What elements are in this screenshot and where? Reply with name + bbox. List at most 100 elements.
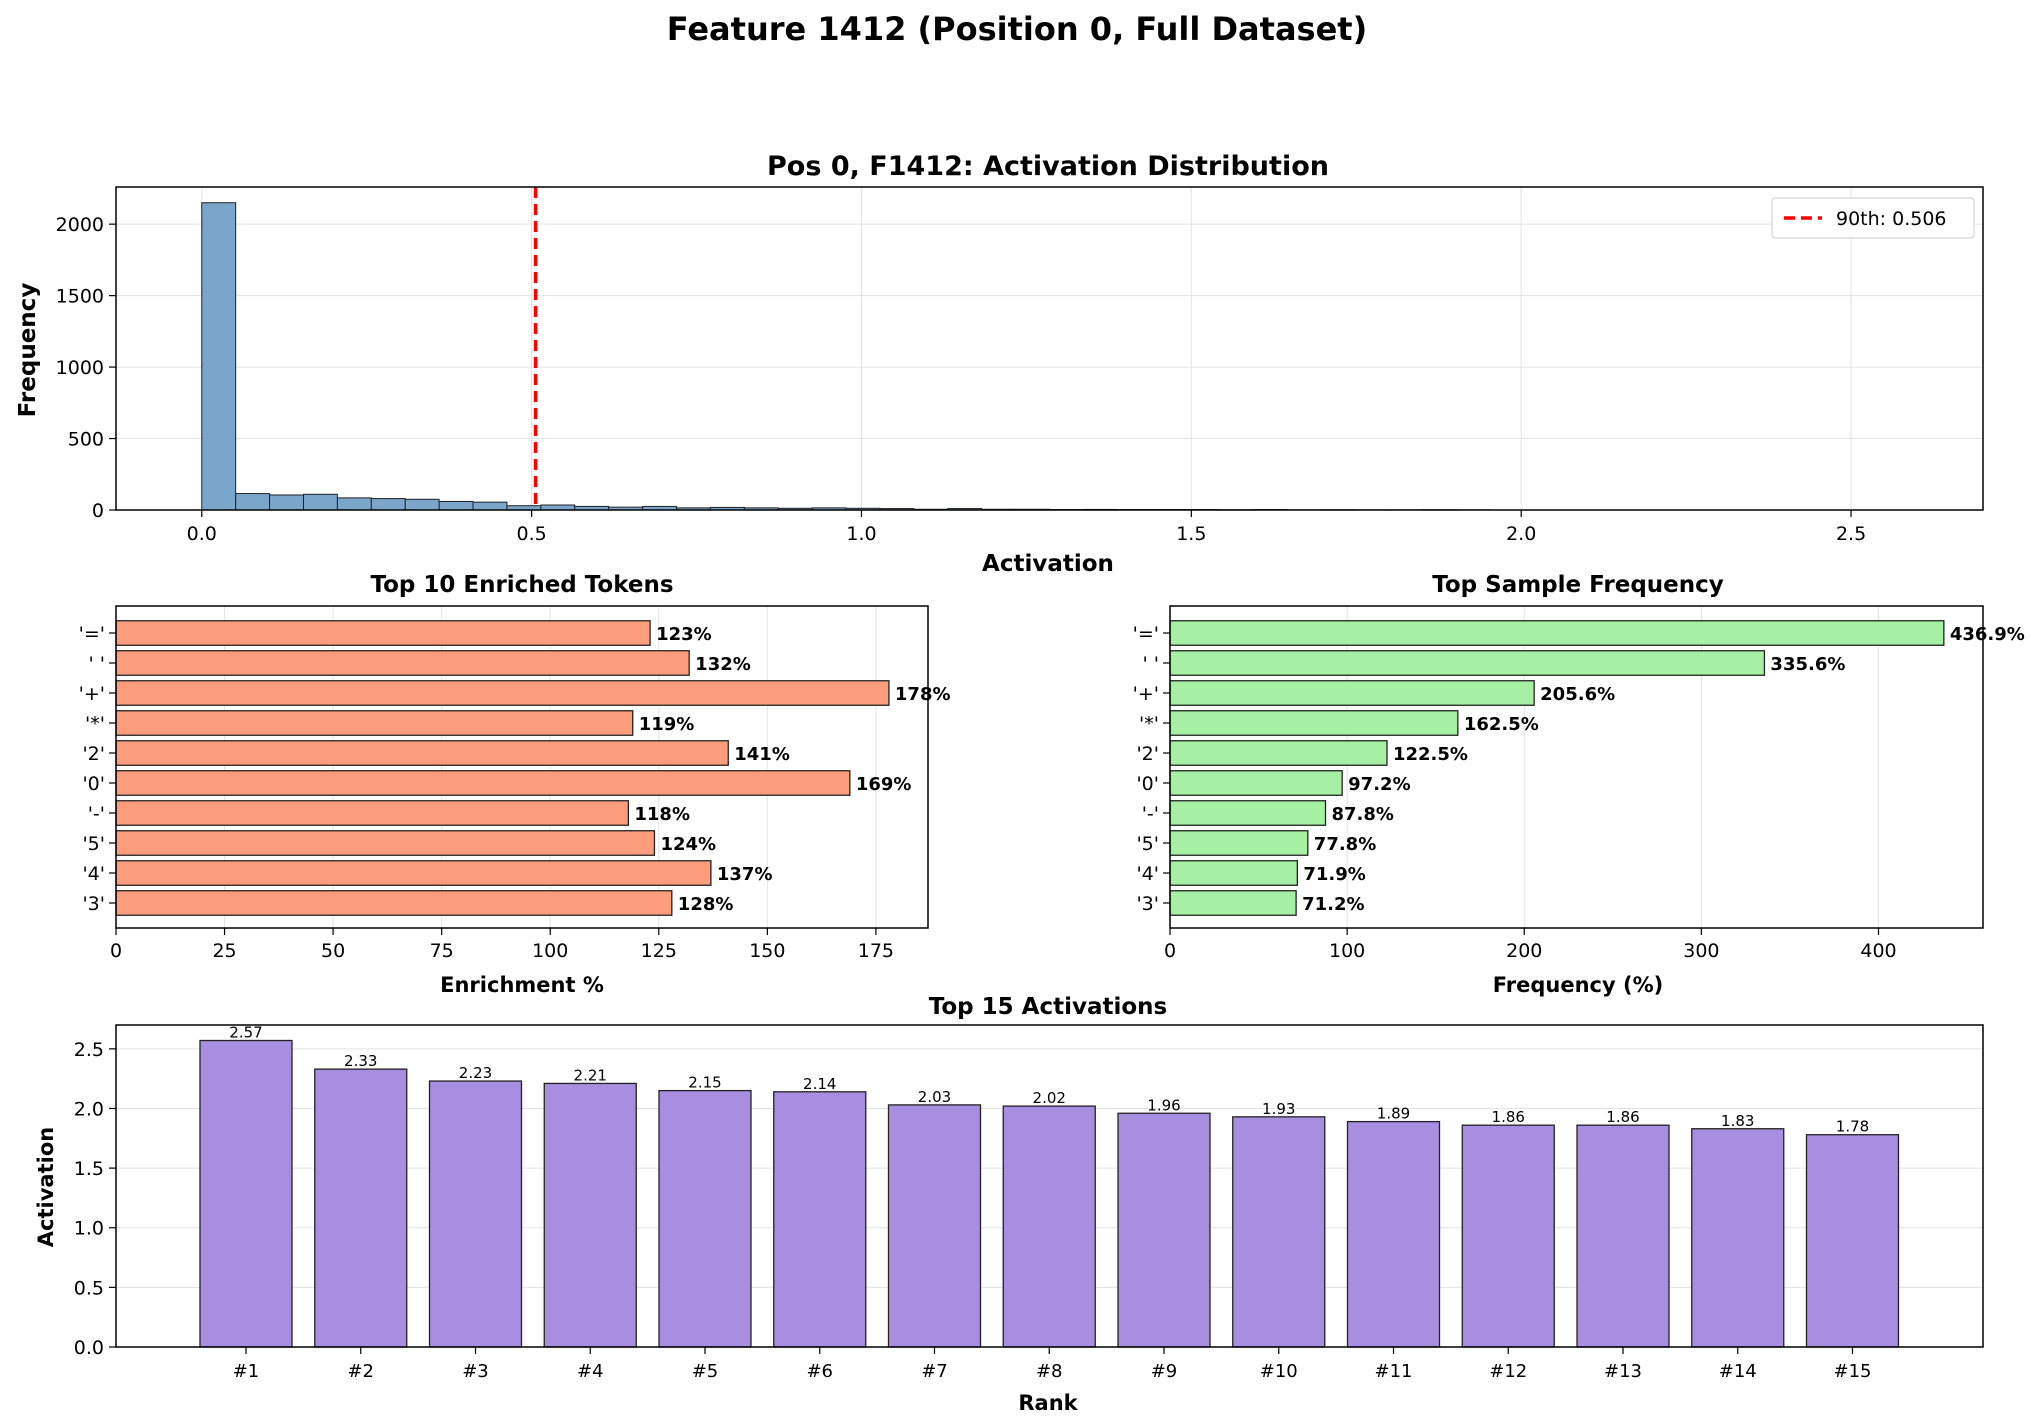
category-label: '0' <box>82 773 105 795</box>
value-label: 2.15 <box>688 1074 721 1092</box>
category-label: '-' <box>88 803 105 825</box>
y-tick-label: 0.5 <box>74 1277 104 1299</box>
bar <box>1169 830 1309 856</box>
value-label: 335.6% <box>1770 654 1845 675</box>
category-label: '4' <box>82 863 105 885</box>
value-label: 97.2% <box>1348 774 1410 795</box>
histogram-bar <box>269 494 304 511</box>
frequency-xlabel: Frequency (%) <box>1493 973 1663 997</box>
category-label: '=' <box>79 623 105 645</box>
x-tick-label: #7 <box>921 1361 948 1382</box>
category-label: ' ' <box>1143 653 1160 675</box>
value-label: 141% <box>734 744 790 765</box>
bar <box>428 1080 523 1348</box>
value-label: 205.6% <box>1540 684 1615 705</box>
category-label: '4' <box>1136 863 1159 885</box>
value-label: 132% <box>695 654 751 675</box>
histogram-bar <box>201 202 237 511</box>
histogram-plot-area: 0.0 0.5 1.0 1.5 2.0 2.5 0 500 1000 1500 2000 90th: … <box>56 186 1984 545</box>
value-label: 71.2% <box>1302 894 1364 915</box>
histogram-bar <box>302 493 338 511</box>
value-label: 2.14 <box>803 1075 836 1093</box>
x-tick-label: 100 <box>532 940 568 962</box>
x-tick-label: #14 <box>1719 1361 1757 1382</box>
value-label: 2.02 <box>1033 1089 1066 1107</box>
value-label: 71.9% <box>1303 864 1365 885</box>
x-tick-label: 125 <box>641 940 677 962</box>
bar <box>115 680 890 706</box>
bar <box>314 1068 408 1348</box>
top15-ylabel: Activation <box>34 1127 58 1247</box>
value-label: 123% <box>656 624 712 645</box>
value-label: 1.89 <box>1377 1105 1410 1123</box>
category-label: '3' <box>82 893 105 915</box>
bar <box>115 620 651 646</box>
x-tick-label: #15 <box>1834 1361 1872 1382</box>
x-tick-label: 0.5 <box>517 523 547 545</box>
x-tick-label: 100 <box>1329 940 1365 962</box>
bar <box>1805 1134 1900 1348</box>
y-tick-label: 2.0 <box>74 1098 104 1120</box>
y-tick-label: 1000 <box>56 357 104 379</box>
value-label: 1.93 <box>1262 1100 1295 1118</box>
histogram-bar <box>438 500 474 511</box>
y-tick-label: 500 <box>68 429 104 451</box>
x-tick-label: 50 <box>321 940 345 962</box>
x-tick-label: 0.0 <box>187 523 217 545</box>
bar <box>1461 1124 1555 1348</box>
value-label: 2.33 <box>344 1052 377 1070</box>
histogram-bar <box>404 498 440 511</box>
x-tick-label: #3 <box>462 1361 489 1382</box>
value-label: 178% <box>895 684 951 705</box>
bar <box>1169 860 1299 886</box>
bar <box>115 830 656 856</box>
x-tick-label: #6 <box>806 1361 833 1382</box>
top15-plot-area: 0.0 0.5 1.0 1.5 2.0 2.5 2.57 #1 2.33 #2 2.23 #3 2.21… <box>74 1024 1984 1382</box>
x-tick-label: #10 <box>1260 1361 1298 1382</box>
enriched-panel: Top 10 Enriched Tokens Enrichment % 0 25 5… <box>79 572 951 997</box>
bar <box>1232 1116 1326 1348</box>
bar <box>1346 1120 1441 1348</box>
x-tick-label: 25 <box>212 940 236 962</box>
bar <box>115 860 712 886</box>
legend-box <box>1771 197 1975 239</box>
category-label: '+' <box>1133 683 1159 705</box>
histogram-xlabel: Activation <box>982 551 1114 577</box>
y-tick-label: 2000 <box>56 214 104 236</box>
y-tick-label: 2.5 <box>74 1039 104 1061</box>
value-label: 77.8% <box>1314 834 1376 855</box>
y-tick-label: 0 <box>92 500 104 522</box>
histogram-bar <box>336 497 372 511</box>
frequency-title: Top Sample Frequency <box>1432 572 1724 598</box>
value-label: 2.23 <box>459 1064 492 1082</box>
x-tick-label: 300 <box>1683 940 1719 962</box>
histogram-title: Pos 0, F1412: Activation Distribution <box>767 151 1329 182</box>
value-label: 124% <box>660 834 716 855</box>
x-tick-label: 150 <box>749 940 785 962</box>
bar <box>1117 1112 1211 1348</box>
value-label: 2.57 <box>229 1024 262 1042</box>
x-tick-label: 1.5 <box>1176 523 1206 545</box>
x-tick-label: 1.0 <box>846 523 876 545</box>
histogram-ylabel: Frequency <box>15 283 41 418</box>
x-tick-label: 0 <box>1164 940 1176 962</box>
value-label: 87.8% <box>1332 804 1394 825</box>
x-tick-label: 75 <box>430 940 454 962</box>
value-label: 1.83 <box>1721 1112 1754 1130</box>
bar <box>1002 1105 1096 1348</box>
x-tick-label: 2.0 <box>1506 523 1536 545</box>
x-tick-label: 2.5 <box>1836 523 1866 545</box>
top15-xlabel: Rank <box>1018 1391 1078 1415</box>
category-label: ' ' <box>89 653 106 675</box>
bar <box>658 1089 752 1348</box>
bar <box>543 1082 637 1348</box>
category-label: '2' <box>82 743 105 765</box>
value-label: 122.5% <box>1393 744 1468 765</box>
enriched-plot-area: 0 25 50 75 100 125 150 175 '=' 123% ' ' 132% '+' 178%… <box>79 605 951 962</box>
histogram-bar <box>235 493 271 511</box>
top15-title: Top 15 Activations <box>929 994 1168 1020</box>
bar <box>1169 800 1327 826</box>
y-tick-label: 1500 <box>56 286 104 308</box>
value-label: 119% <box>639 714 695 735</box>
